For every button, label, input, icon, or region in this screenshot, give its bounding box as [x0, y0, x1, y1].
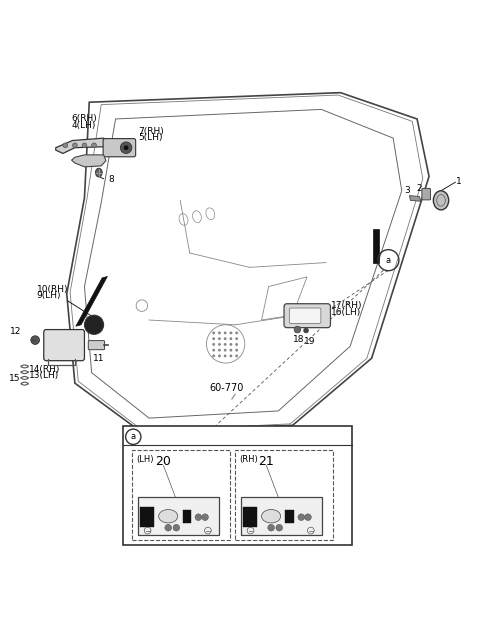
Circle shape: [218, 349, 221, 351]
Ellipse shape: [158, 509, 178, 523]
Circle shape: [120, 142, 132, 154]
FancyBboxPatch shape: [103, 139, 136, 157]
Circle shape: [229, 332, 232, 334]
Text: 10(RH): 10(RH): [36, 285, 68, 294]
Ellipse shape: [96, 168, 102, 177]
Circle shape: [224, 343, 227, 346]
Circle shape: [218, 343, 221, 346]
Circle shape: [304, 328, 309, 333]
Bar: [373, 229, 379, 262]
Circle shape: [229, 355, 232, 357]
Circle shape: [224, 355, 227, 357]
Ellipse shape: [262, 509, 281, 523]
Bar: [286, 510, 294, 524]
Circle shape: [218, 332, 221, 334]
Text: 21: 21: [258, 455, 274, 468]
Circle shape: [173, 524, 180, 531]
Text: 11: 11: [93, 353, 104, 362]
Text: 7(RH): 7(RH): [139, 127, 164, 136]
Text: 14(RH): 14(RH): [29, 365, 61, 374]
Text: (RH): (RH): [239, 455, 258, 464]
Text: 6(RH): 6(RH): [72, 114, 97, 123]
Text: 4(LH): 4(LH): [72, 120, 96, 129]
FancyBboxPatch shape: [44, 330, 84, 361]
Circle shape: [218, 355, 221, 357]
Circle shape: [212, 355, 215, 357]
Circle shape: [124, 145, 129, 150]
Text: 17(RH): 17(RH): [331, 301, 362, 310]
Text: 15: 15: [9, 374, 21, 383]
Circle shape: [235, 343, 238, 346]
Circle shape: [235, 349, 238, 351]
Circle shape: [235, 337, 238, 340]
Circle shape: [276, 524, 283, 531]
Circle shape: [202, 514, 208, 520]
Circle shape: [305, 514, 312, 520]
Circle shape: [235, 332, 238, 334]
Text: 20: 20: [156, 455, 171, 468]
Text: a: a: [386, 255, 391, 265]
Bar: [132, 450, 230, 540]
Text: a: a: [131, 432, 136, 442]
Text: 18: 18: [293, 335, 304, 344]
Circle shape: [165, 524, 171, 531]
Bar: [243, 507, 257, 527]
Circle shape: [63, 143, 68, 148]
Text: 13(LH): 13(LH): [29, 371, 60, 380]
Circle shape: [72, 143, 77, 148]
Circle shape: [229, 343, 232, 346]
Bar: [140, 507, 155, 527]
Text: 5(LH): 5(LH): [139, 133, 163, 143]
Circle shape: [229, 349, 232, 351]
Polygon shape: [409, 196, 421, 202]
Text: 1: 1: [456, 177, 462, 186]
Circle shape: [294, 326, 301, 333]
Polygon shape: [56, 138, 108, 154]
Bar: [123, 426, 352, 545]
Circle shape: [268, 524, 275, 531]
Circle shape: [212, 349, 215, 351]
Text: 12: 12: [10, 328, 22, 337]
Text: 60-770: 60-770: [209, 383, 244, 393]
Circle shape: [224, 349, 227, 351]
Ellipse shape: [433, 191, 449, 210]
Text: 8: 8: [108, 175, 114, 184]
Circle shape: [229, 337, 232, 340]
Circle shape: [224, 337, 227, 340]
Text: 19: 19: [304, 337, 315, 346]
Text: (LH): (LH): [136, 455, 154, 464]
Circle shape: [218, 337, 221, 340]
Bar: [241, 497, 323, 536]
Text: 2: 2: [417, 184, 422, 193]
Text: 9(LH): 9(LH): [36, 291, 61, 300]
Circle shape: [212, 337, 215, 340]
Circle shape: [195, 514, 202, 520]
Polygon shape: [72, 155, 106, 167]
Circle shape: [31, 336, 39, 344]
Circle shape: [84, 316, 104, 334]
Circle shape: [224, 332, 227, 334]
Text: 16(LH): 16(LH): [331, 308, 361, 317]
Bar: [182, 510, 191, 524]
Circle shape: [298, 514, 305, 520]
Bar: [138, 497, 219, 536]
Text: 3: 3: [404, 186, 410, 195]
Polygon shape: [76, 276, 108, 326]
Circle shape: [92, 143, 96, 148]
FancyBboxPatch shape: [422, 188, 431, 200]
Circle shape: [235, 355, 238, 357]
Circle shape: [212, 332, 215, 334]
Circle shape: [212, 343, 215, 346]
Circle shape: [82, 143, 87, 148]
FancyBboxPatch shape: [284, 304, 330, 328]
FancyBboxPatch shape: [88, 340, 105, 349]
FancyBboxPatch shape: [289, 308, 321, 323]
Bar: [235, 450, 333, 540]
